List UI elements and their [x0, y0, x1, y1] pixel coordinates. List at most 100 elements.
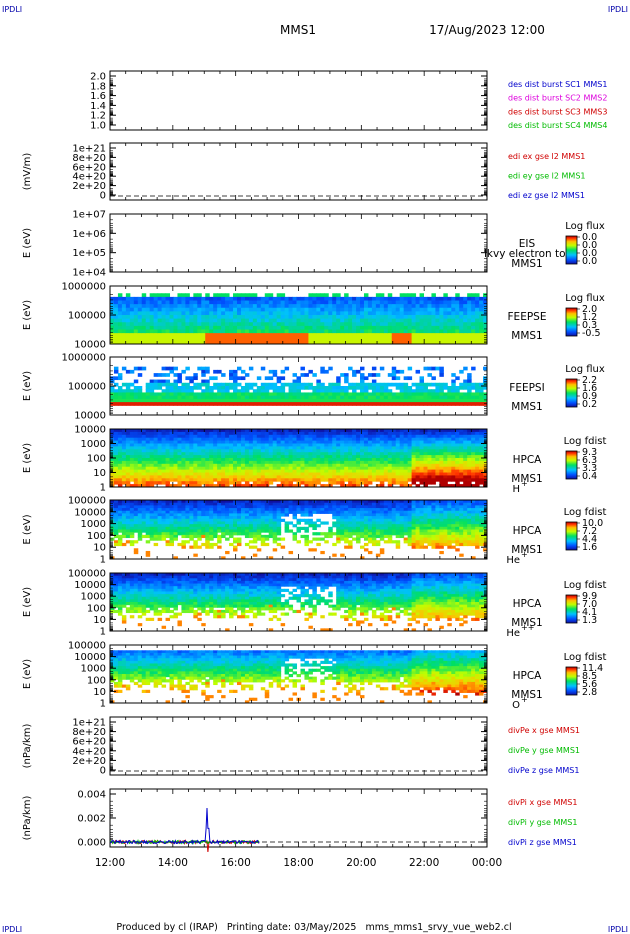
- spectrogram-cell: [316, 340, 321, 345]
- spectrogram-cell: [256, 463, 262, 468]
- colorbar-tick-label: 0.2: [582, 399, 597, 410]
- spectrogram-cell: [225, 402, 230, 406]
- spectrogram-cell: [467, 373, 472, 377]
- spectrogram-cell: [260, 304, 266, 309]
- spectrogram-cell: [209, 392, 214, 397]
- spectrogram-cell: [447, 386, 452, 390]
- spectrogram-cell: [209, 333, 214, 338]
- spectrogram-cell: [113, 508, 119, 512]
- spectrogram-cell: [399, 472, 405, 476]
- spectrogram-cell: [165, 458, 171, 462]
- spectrogram-cell: [431, 449, 436, 453]
- spectrogram-cell: [117, 446, 123, 450]
- spectrogram-cell: [475, 304, 480, 309]
- spectrogram-cell: [363, 315, 369, 320]
- spectrogram-cell: [272, 469, 278, 473]
- spectrogram-cell: [435, 311, 440, 316]
- spectrogram-cell: [157, 463, 163, 468]
- spectrogram-cell: [360, 304, 365, 309]
- spectrogram-cell: [268, 481, 274, 485]
- spectrogram-cell: [439, 443, 444, 447]
- spectrogram-cell: [213, 472, 218, 476]
- spectrogram-cell: [411, 437, 417, 442]
- spectrogram-cell: [288, 389, 294, 393]
- spectrogram-cell: [455, 481, 460, 485]
- spectrogram-cell: [387, 392, 393, 397]
- spectrogram-cell: [133, 325, 139, 330]
- spectrogram-cell: [244, 373, 250, 377]
- spectrogram-cell: [324, 300, 329, 305]
- spectrogram-cell: [153, 340, 159, 345]
- spectrogram-cell: [125, 478, 131, 482]
- spectrogram-cell: [181, 545, 186, 549]
- spectrogram-cell: [149, 293, 155, 298]
- spectrogram-cell: [387, 398, 393, 403]
- spectrogram-cell: [395, 336, 401, 341]
- spectrogram-cell: [367, 395, 373, 400]
- spectrogram-cell: [145, 475, 151, 479]
- spectrogram-cell: [423, 333, 428, 338]
- spectrogram-cell: [328, 429, 333, 433]
- spectrogram-cell: [308, 322, 313, 327]
- spectrogram-cell: [320, 455, 325, 459]
- spectrogram-cell: [233, 402, 238, 406]
- spectrogram-cell: [213, 455, 218, 459]
- spectrogram-cell: [367, 434, 373, 439]
- spectrogram-cell: [213, 300, 218, 305]
- spectrogram-cell: [145, 446, 151, 450]
- spectrogram-cell: [443, 458, 448, 462]
- spectrogram-cell: [483, 398, 488, 403]
- spectrogram-cell: [407, 333, 413, 338]
- spectrogram-cell: [141, 304, 147, 309]
- spectrogram-cell: [125, 434, 131, 439]
- spectrogram-cell: [137, 513, 143, 517]
- spectrogram-cell: [363, 333, 369, 338]
- spectrogram-cell: [455, 340, 460, 345]
- spectrogram-cell: [356, 452, 361, 456]
- spectrogram-cell: [240, 452, 246, 456]
- spectrogram-cell: [399, 460, 405, 465]
- spectrogram-cell: [209, 455, 214, 459]
- spectrogram-cell: [483, 325, 488, 330]
- spectrogram-cell: [435, 322, 440, 327]
- spectrogram-cell: [113, 540, 119, 544]
- spectrogram-cell: [395, 386, 401, 390]
- spectrogram-cell: [125, 395, 131, 400]
- spectrogram-cell: [352, 440, 357, 444]
- spectrogram-cell: [272, 478, 278, 482]
- spectrogram-cell: [252, 446, 258, 450]
- spectrogram-cell: [133, 508, 139, 512]
- spectrogram-cell: [371, 322, 377, 327]
- spectrogram-cell: [423, 366, 428, 371]
- spectrogram-cell: [336, 446, 341, 450]
- spectrogram-cell: [149, 311, 155, 316]
- spectrogram-cell: [367, 300, 373, 305]
- spectrogram-cell: [244, 333, 250, 338]
- spectrogram-cell: [427, 322, 432, 327]
- spectrogram-cell: [280, 431, 286, 436]
- spectrogram-cell: [403, 431, 409, 436]
- spectrogram-cell: [157, 307, 163, 312]
- spectrogram-cell: [121, 336, 127, 341]
- spectrogram-cell: [217, 322, 222, 327]
- colorbar: [565, 307, 578, 337]
- spectrogram-cell: [280, 472, 286, 476]
- spectrogram-cell: [320, 443, 325, 447]
- spectrogram-cell: [236, 443, 242, 447]
- spectrogram-cell: [256, 307, 262, 312]
- spectrogram-cell: [181, 502, 186, 506]
- spectrogram-cell: [312, 440, 317, 444]
- spectrogram-cell: [395, 460, 401, 465]
- spectrogram-cell: [336, 466, 341, 471]
- spectrogram-cell: [197, 300, 202, 305]
- y-tick-label: 4e+20: [72, 172, 106, 183]
- spectrogram-cell: [280, 315, 286, 320]
- spectrogram-cell: [439, 389, 444, 393]
- spectrogram-cell: [324, 336, 329, 341]
- spectrogram-cell: [467, 443, 472, 447]
- spectrogram-cell: [387, 315, 393, 320]
- spectrogram-cell: [185, 325, 190, 330]
- spectrogram-cell: [459, 311, 464, 316]
- spectrogram-cell: [209, 449, 214, 453]
